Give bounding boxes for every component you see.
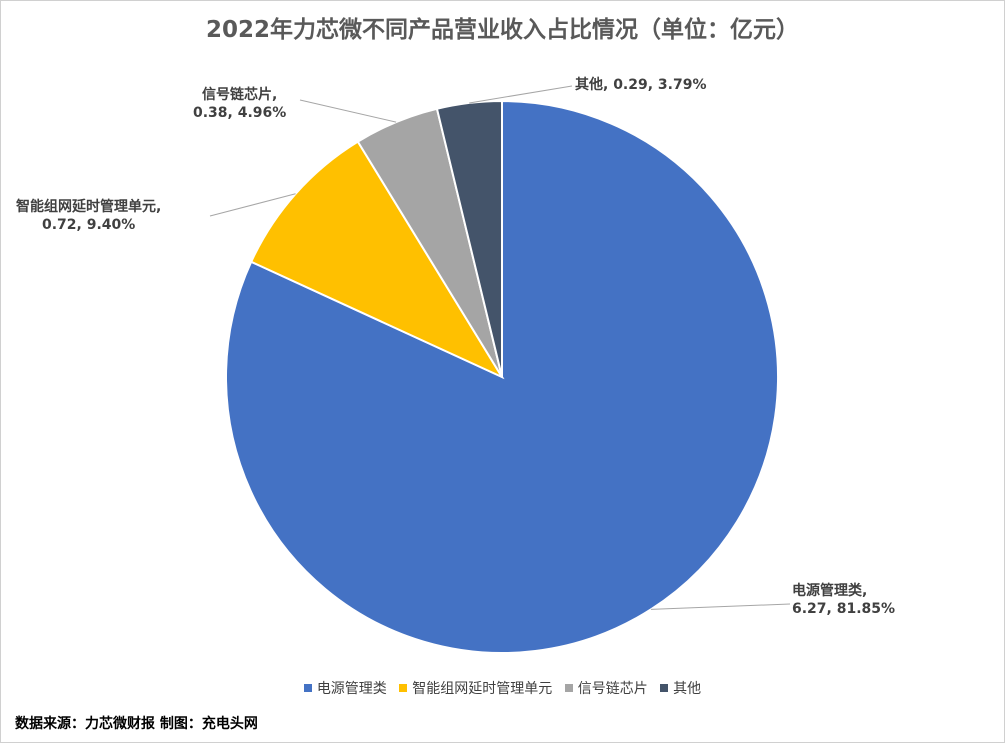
legend-label: 智能组网延时管理单元 bbox=[412, 681, 553, 697]
leader-line bbox=[469, 85, 573, 104]
legend-item-power-management: 电源管理类 bbox=[303, 678, 387, 698]
legend-item-smart-network-delay-unit: 智能组网延时管理单元 bbox=[399, 678, 552, 698]
leader-line bbox=[209, 193, 296, 217]
data-label-other: 其他, 0.29, 3.79% bbox=[575, 76, 707, 94]
slice-other bbox=[435, 99, 503, 378]
data-label-name: 信号链芯片, bbox=[201, 87, 278, 103]
data-label-signal-chain-chip: 信号链芯片, 0.38, 4.96% bbox=[193, 86, 286, 122]
data-label-power-management: 电源管理类, 6.27, 81.85% bbox=[792, 582, 895, 618]
source-note: 数据来源：力芯微财报 制图：充电头网 bbox=[15, 716, 258, 732]
legend-item-signal-chain-chip: 信号链芯片 bbox=[564, 678, 648, 698]
chart-title: 2022年力芯微不同产品营业收入占比情况（单位：亿元） bbox=[205, 17, 799, 43]
legend-swatch bbox=[399, 684, 408, 692]
legend-label: 信号链芯片 bbox=[577, 681, 648, 697]
data-label-value: 6.27, 81.85% bbox=[792, 601, 896, 617]
legend-swatch bbox=[660, 684, 669, 692]
data-label-name: 智能组网延时管理单元, bbox=[16, 199, 162, 215]
legend-swatch bbox=[303, 684, 312, 692]
chart-legend: 电源管理类 智能组网延时管理单元 信号链芯片 其他 bbox=[0, 678, 1005, 698]
slice-smart-network-delay-unit bbox=[249, 140, 505, 380]
leader-line bbox=[650, 603, 791, 610]
legend-swatch bbox=[564, 684, 573, 692]
data-label-value: 0.38, 4.96% bbox=[193, 105, 287, 121]
data-label-smart-network-delay-unit: 智能组网延时管理单元, 0.72, 9.40% bbox=[16, 198, 161, 234]
legend-label: 其他 bbox=[673, 681, 702, 697]
leader-line bbox=[299, 99, 397, 123]
data-label-value: 0.72, 9.40% bbox=[42, 217, 136, 233]
legend-label: 电源管理类 bbox=[316, 681, 387, 697]
data-label-name: 电源管理类, bbox=[792, 583, 868, 599]
data-label-name: 其他, 0.29, 3.79% bbox=[575, 77, 707, 93]
legend-item-other: 其他 bbox=[660, 678, 701, 698]
